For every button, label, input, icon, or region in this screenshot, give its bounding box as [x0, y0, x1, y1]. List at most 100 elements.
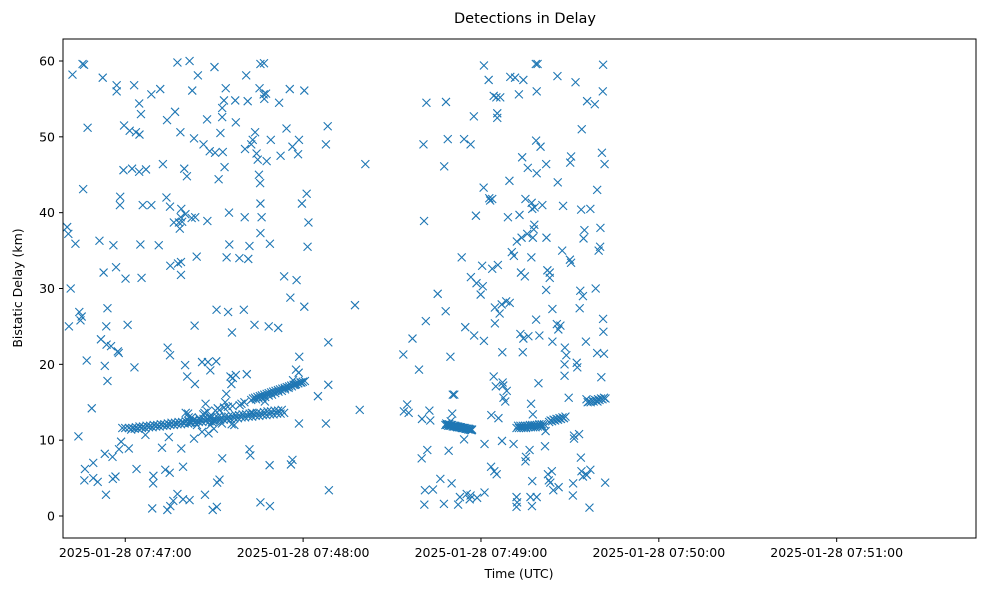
data-point — [526, 253, 536, 262]
y-tick-label: 60 — [39, 53, 55, 68]
data-point — [557, 246, 567, 255]
data-point — [142, 421, 151, 431]
data-point — [99, 268, 108, 277]
data-point — [214, 174, 224, 184]
data-point — [158, 159, 168, 169]
data-point — [68, 70, 77, 80]
data-point — [524, 331, 533, 341]
data-point — [554, 482, 564, 492]
data-point — [215, 415, 225, 425]
data-point — [596, 372, 606, 382]
data-point — [268, 387, 278, 397]
data-point — [162, 421, 172, 431]
data-point — [193, 71, 203, 80]
data-point — [578, 291, 588, 301]
data-point — [237, 413, 246, 422]
data-point — [255, 83, 264, 93]
data-point — [138, 200, 148, 210]
data-point — [101, 490, 111, 500]
data-point — [265, 409, 275, 419]
data-point — [83, 123, 92, 133]
data-point — [500, 397, 510, 406]
data-point — [321, 140, 331, 149]
data-point — [472, 278, 481, 288]
data-point — [453, 500, 463, 510]
data-point — [486, 462, 496, 472]
data-point — [491, 381, 501, 391]
data-point — [536, 142, 545, 152]
data-point — [275, 384, 285, 394]
data-point — [133, 424, 143, 434]
data-point — [441, 97, 451, 107]
data-point — [480, 439, 489, 449]
data-point — [575, 303, 585, 313]
data-point — [495, 309, 505, 318]
data-point — [514, 89, 524, 99]
data-point — [492, 469, 502, 479]
data-point — [197, 417, 207, 427]
data-point — [201, 399, 210, 409]
data-point — [185, 495, 194, 505]
data-point — [585, 465, 595, 475]
data-point — [469, 331, 479, 340]
data-point — [71, 239, 80, 249]
data-point — [355, 405, 365, 415]
data-point — [182, 171, 192, 181]
data-point — [162, 505, 172, 515]
data-point — [597, 148, 607, 158]
data-point — [101, 322, 111, 331]
data-point — [279, 271, 289, 281]
data-point — [502, 386, 512, 396]
series-markers — [62, 56, 610, 515]
data-point — [221, 83, 231, 93]
data-point — [298, 377, 308, 387]
data-point — [190, 379, 200, 389]
data-point — [192, 420, 202, 430]
data-point — [520, 271, 530, 281]
data-point — [259, 58, 269, 68]
data-point — [210, 62, 219, 72]
data-point — [202, 406, 212, 416]
data-point — [526, 492, 535, 502]
data-point — [181, 209, 190, 219]
x-tick-label: 2025-01-28 07:50:00 — [592, 545, 725, 560]
data-point — [435, 474, 445, 484]
data-point — [265, 239, 275, 249]
data-point — [293, 149, 303, 159]
data-point — [518, 334, 528, 343]
data-point — [66, 284, 76, 293]
data-point — [176, 270, 186, 280]
data-point — [189, 434, 199, 444]
data-point — [510, 73, 520, 83]
data-point — [112, 86, 122, 96]
data-point — [74, 431, 83, 441]
data-point — [321, 419, 331, 428]
chart-title: Detections in Delay — [454, 11, 596, 27]
data-point — [184, 413, 194, 422]
data-point — [566, 258, 576, 268]
data-point — [178, 462, 188, 472]
data-point — [88, 458, 98, 468]
data-point — [580, 225, 589, 235]
data-point — [176, 444, 186, 453]
data-point — [63, 229, 73, 239]
data-point — [279, 408, 289, 418]
data-point — [135, 130, 144, 139]
x-tick-label: 2025-01-28 07:48:00 — [237, 545, 370, 560]
data-point — [599, 327, 608, 337]
data-point — [100, 361, 110, 371]
data-point — [561, 350, 571, 360]
data-point — [147, 504, 157, 513]
data-point — [467, 425, 476, 435]
y-tick-label: 50 — [39, 129, 55, 144]
data-point — [596, 223, 605, 233]
data-point — [509, 439, 518, 449]
data-point — [574, 429, 584, 439]
data-point — [87, 403, 97, 413]
data-point — [262, 156, 272, 166]
data-point — [154, 240, 164, 250]
data-point — [505, 176, 514, 186]
data-point — [539, 419, 549, 429]
data-point — [288, 455, 297, 465]
data-point — [304, 218, 313, 227]
